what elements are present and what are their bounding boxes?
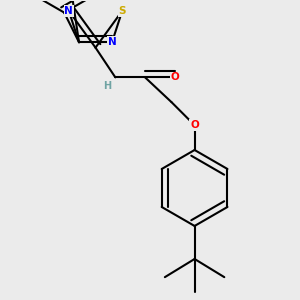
Text: O: O [170, 72, 179, 82]
Text: O: O [190, 120, 199, 130]
Text: N: N [108, 37, 116, 47]
Text: H: H [103, 81, 111, 91]
Text: S: S [118, 6, 126, 16]
Text: N: N [64, 6, 73, 16]
